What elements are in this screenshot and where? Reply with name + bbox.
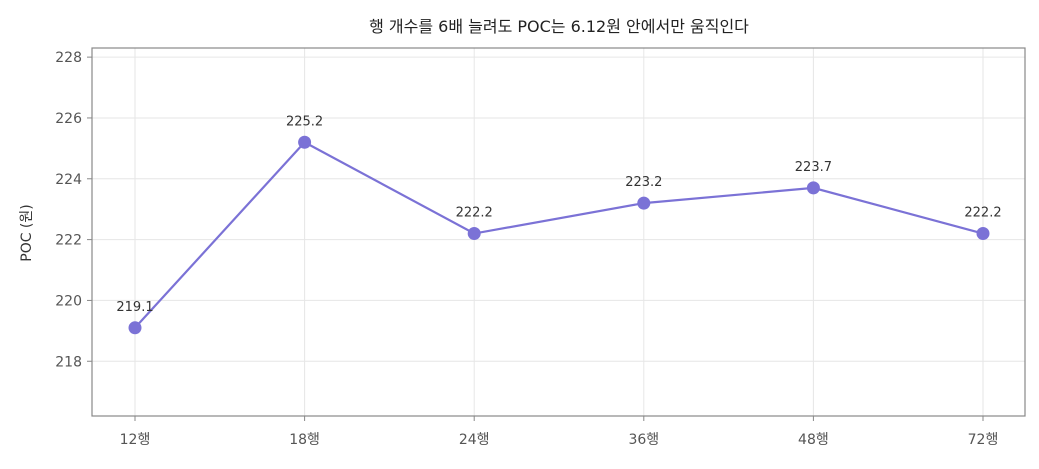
data-label: 219.1 [116, 300, 153, 315]
x-tick-label: 36행 [628, 432, 659, 448]
x-tick-label: 72행 [968, 432, 999, 448]
y-tick-label: 222 [55, 233, 82, 249]
x-tick-label: 12행 [120, 432, 151, 448]
data-point [298, 135, 312, 149]
data-point [128, 321, 142, 335]
data-point [806, 181, 820, 195]
x-tick-label: 24행 [459, 432, 490, 448]
y-tick-label: 228 [55, 50, 82, 66]
grid [92, 48, 1025, 416]
y-tick-label: 224 [55, 172, 82, 188]
x-tick-label: 48행 [798, 432, 829, 448]
plot-frame [91, 47, 1026, 417]
y-tick-label: 226 [55, 111, 82, 127]
data-point [467, 227, 481, 241]
data-point [637, 196, 651, 210]
data-label: 222.2 [456, 206, 493, 221]
data-point [976, 227, 990, 241]
chart-title: 행 개수를 6배 늘려도 POC는 6.12원 안에서만 움직인다 [369, 17, 749, 36]
data-label: 223.7 [795, 160, 832, 175]
series-line [134, 140, 984, 329]
data-labels: 219.1 225.2 222.2 223.2 223.7 222.2 [116, 114, 1001, 315]
data-label: 222.2 [964, 206, 1001, 221]
data-label: 225.2 [286, 114, 323, 129]
y-axis-label: POC (원) [19, 204, 35, 262]
series [128, 135, 990, 335]
axes: 218 220 222 224 226 228 12행 18행 24행 36행 48행 72행 [55, 47, 1026, 448]
y-tick-label: 220 [55, 293, 82, 309]
y-tick-label: 218 [55, 354, 82, 370]
x-tick-label: 18행 [289, 432, 320, 448]
data-label: 223.2 [625, 175, 662, 190]
